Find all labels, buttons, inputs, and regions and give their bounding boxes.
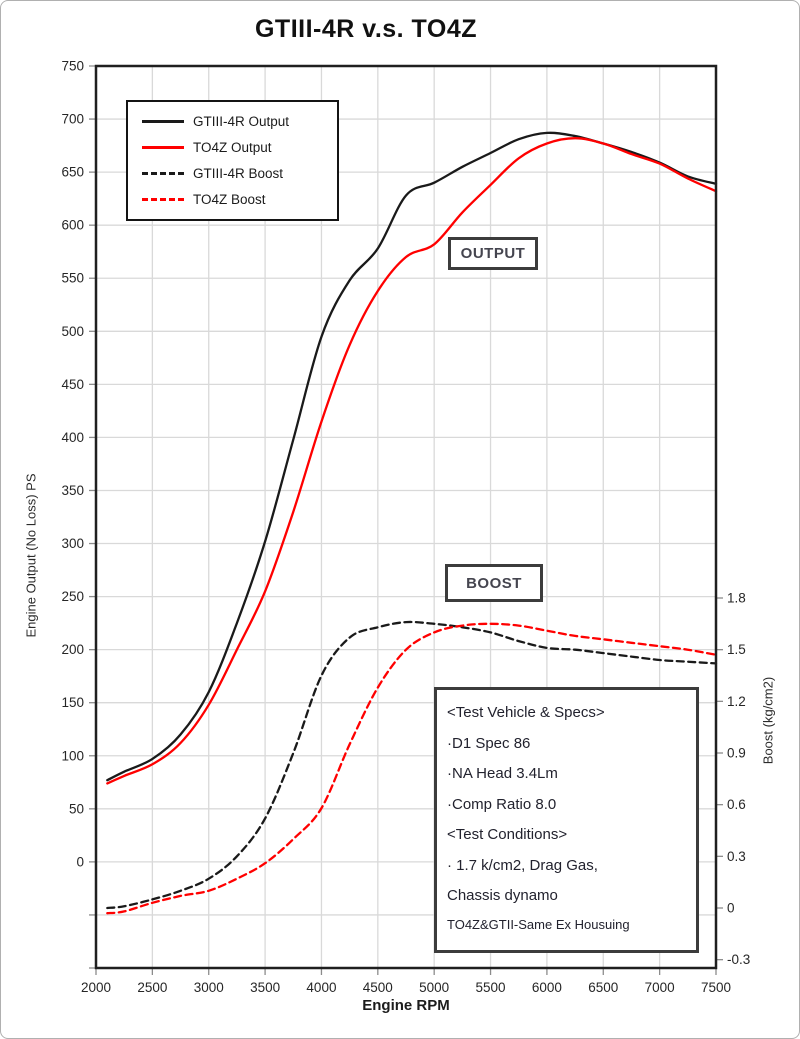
y-left-tick-label: 650: [61, 165, 84, 180]
y-left-tick-label: 150: [61, 695, 84, 710]
y-left-tick-label: 300: [61, 536, 84, 551]
spec-line: ·Comp Ratio 8.0: [447, 795, 557, 813]
spec-line-footnote: TO4Z&GTII-Same Ex Housuing: [447, 916, 630, 932]
x-tick-label: 5500: [476, 980, 506, 995]
spec-line: ·NA Head 3.4Lm: [447, 765, 558, 782]
y-right-tick-label: 0: [727, 901, 735, 916]
legend-line-swatch: [142, 172, 184, 176]
y-axis-right-title: Boost (kg/cm2): [760, 676, 776, 765]
x-tick-label: 6000: [532, 980, 562, 995]
x-tick-label: 4000: [306, 980, 336, 995]
legend-label: GTIII-4R Output: [193, 113, 290, 129]
y-left-tick-label: 600: [61, 218, 84, 233]
spec-line: ·D1 Spec 86: [447, 734, 531, 752]
x-tick-label: 3000: [194, 980, 224, 995]
x-tick-label: 7500: [701, 980, 731, 995]
x-tick-label: 2500: [137, 980, 167, 995]
spec-line: <Test Vehicle & Specs>: [447, 704, 605, 721]
chart-legend: GTIII-4R Output TO4Z Output GTIII-4R Boost…: [126, 100, 339, 221]
y-left-tick-label: 400: [61, 430, 84, 445]
y-right-tick-label: 1.8: [727, 591, 746, 606]
y-right-tick-label: 0.9: [727, 746, 746, 761]
output-callout: OUTPUT: [448, 237, 538, 270]
x-tick-label: 3500: [250, 980, 280, 995]
legend-item: GTIII-4R Boost: [142, 166, 333, 181]
spec-line: <Test Conditions>: [447, 826, 568, 843]
legend-line-swatch: [142, 198, 184, 202]
legend-label: TO4Z Boost: [193, 192, 266, 208]
y-left-tick-label: 550: [61, 271, 84, 286]
y-left-tick-label: 50: [69, 801, 84, 816]
legend-item: GTIII-4R Output: [142, 114, 333, 129]
y-left-tick-label: 250: [61, 589, 84, 604]
test-specs-box: <Test Vehicle & Specs> ·D1 Spec 86 ·NA H…: [434, 687, 699, 953]
y-left-tick-label: 450: [61, 377, 84, 392]
y-right-tick-label: 1.5: [727, 642, 746, 657]
x-tick-label: 5000: [419, 980, 449, 995]
x-tick-label: 2000: [81, 980, 111, 995]
y-axis-left-title: Engine Output (No Loss) PS: [23, 473, 39, 638]
y-left-tick-label: 350: [61, 483, 84, 498]
x-tick-label: 7000: [645, 980, 675, 995]
series-line-gtiii-4r-boost: [106, 620, 718, 910]
y-left-tick-label: 700: [61, 112, 84, 127]
y-left-tick-label: 100: [61, 748, 84, 763]
x-axis-title: Engine RPM: [362, 997, 450, 1014]
output-callout-label: OUTPUT: [460, 245, 526, 262]
y-left-tick-label: 200: [61, 642, 84, 657]
legend-label: TO4Z Output: [193, 139, 272, 155]
legend-line-swatch: [142, 145, 184, 149]
legend-item: TO4Z Output: [142, 140, 333, 155]
x-tick-label: 6500: [588, 980, 618, 995]
spec-line: Chassis dynamo: [447, 887, 558, 904]
y-right-tick-label: -0.3: [727, 952, 750, 967]
legend-item: TO4Z Boost: [142, 192, 333, 207]
y-left-tick-label: 500: [61, 324, 84, 339]
spec-line: · 1.7 k/cm2, Drag Gas,: [447, 856, 598, 874]
x-tick-label: 4500: [363, 980, 393, 995]
y-left-tick-label: 0: [76, 854, 84, 869]
y-right-tick-label: 1.2: [727, 694, 746, 709]
boost-callout: BOOST: [445, 564, 543, 602]
y-right-tick-label: 0.3: [727, 849, 746, 864]
y-right-tick-label: 0.6: [727, 797, 746, 812]
legend-label: GTIII-4R Boost: [193, 166, 284, 182]
series-line-gtiii-4r-output: [106, 131, 718, 782]
series-line-to4z-output: [106, 137, 718, 785]
legend-line-swatch: [142, 119, 184, 123]
series-line-to4z-boost: [106, 622, 718, 915]
chart-title: GTIII-4R v.s. TO4Z: [254, 15, 477, 43]
plot-border: [94, 64, 718, 970]
y-left-tick-label: 750: [61, 59, 84, 74]
boost-callout-label: BOOST: [466, 574, 522, 592]
